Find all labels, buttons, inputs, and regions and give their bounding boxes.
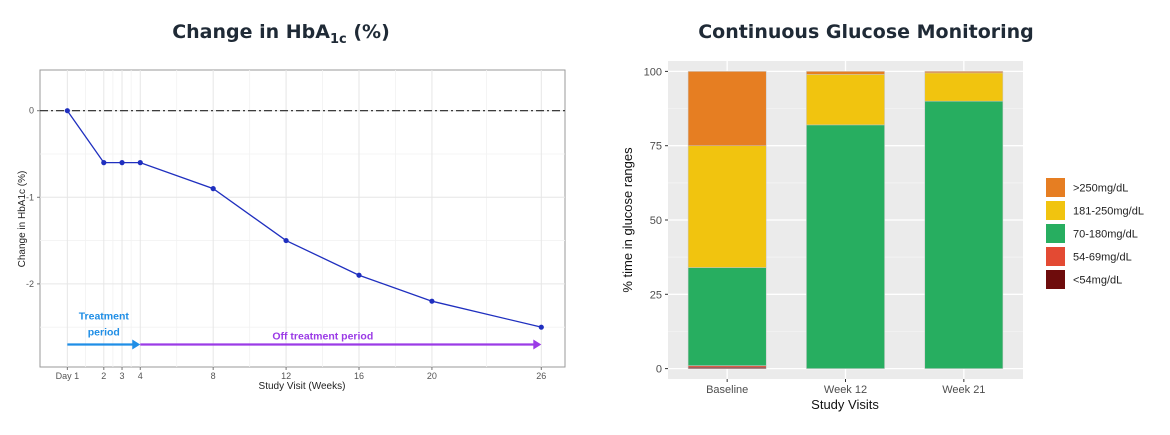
y-tick-label: 100	[644, 66, 662, 78]
x-tick-label: 4	[138, 371, 143, 381]
cgm-x-axis-label: Study Visits	[811, 397, 879, 412]
legend-label: 70-180mg/dL	[1073, 229, 1138, 241]
off-treatment-period-arrowhead	[533, 339, 542, 350]
hba1c-point	[429, 298, 435, 304]
x-tick-label: 8	[211, 371, 216, 381]
hba1c-chart: Change in HbA1c (%) Day 1 2 3 4 8 12 16 20 26 0 -…	[17, 21, 566, 392]
bar-segment	[687, 267, 767, 366]
bar-segment	[924, 72, 1004, 102]
hba1c-point	[210, 186, 216, 192]
y-tick-label: 75	[650, 141, 662, 153]
bar-segment	[687, 145, 767, 268]
legend-swatch	[1046, 178, 1065, 197]
x-tick-label: 2	[101, 371, 106, 381]
cgm-x-ticks: Baseline Week 12 Week 21	[706, 379, 985, 396]
x-tick-label: Week 12	[824, 384, 867, 396]
y-tick-label: -1	[26, 192, 34, 202]
hba1c-point	[101, 160, 107, 166]
hba1c-annotations: Treatment period Off treatment period	[67, 310, 542, 350]
hba1c-point	[137, 160, 143, 166]
x-tick-label: 20	[427, 371, 437, 381]
x-tick-label: 12	[281, 371, 291, 381]
hba1c-point	[356, 272, 362, 278]
legend-swatch	[1046, 247, 1065, 266]
legend-swatch	[1046, 270, 1065, 289]
hba1c-chart-title: Change in HbA1c (%)	[172, 21, 390, 47]
legend-label: <54mg/dL	[1073, 275, 1122, 287]
cgm-y-axis-label: % time in glucose ranges	[620, 147, 635, 293]
hba1c-x-axis-label: Study Visit (Weeks)	[259, 381, 346, 392]
legend-label: >250mg/dL	[1073, 183, 1128, 195]
hba1c-y-ticks: 0 -1 -2	[26, 106, 40, 289]
x-tick-label: 26	[536, 371, 546, 381]
legend-label: 181-250mg/dL	[1073, 206, 1144, 218]
hba1c-y-axis-label: Change in HbA1c (%)	[17, 171, 28, 268]
legend-swatch	[1046, 201, 1065, 220]
bar-segment	[687, 71, 767, 146]
x-tick-label: Day 1	[56, 371, 80, 381]
hba1c-point	[119, 160, 125, 166]
cgm-legend: >250mg/dL 181-250mg/dL 70-180mg/dL 54-69mg/…	[1046, 178, 1144, 289]
hba1c-point	[538, 324, 544, 330]
cgm-chart: Continuous Glucose Monitoring Baseline We…	[620, 21, 1144, 412]
x-tick-label: Baseline	[706, 384, 748, 396]
x-tick-label: Week 21	[942, 384, 985, 396]
treatment-period-label-line2: period	[88, 326, 120, 338]
bar-segment	[806, 124, 885, 369]
hba1c-point	[64, 108, 70, 114]
y-tick-label: -2	[26, 279, 34, 289]
y-tick-label: 0	[29, 106, 34, 116]
cgm-y-ticks: 0 25 50 75 100	[644, 66, 668, 376]
cgm-chart-title: Continuous Glucose Monitoring	[698, 21, 1034, 43]
hba1c-x-ticks: Day 1 2 3 4 8 12 16 20 26	[56, 367, 546, 381]
legend-label: 54-69mg/dL	[1073, 252, 1132, 264]
bar-segment	[924, 100, 1004, 369]
y-tick-label: 50	[650, 215, 662, 227]
bar-segment	[806, 74, 885, 126]
bar-segment	[924, 71, 1004, 74]
y-tick-label: 0	[656, 364, 662, 376]
off-treatment-period-label: Off treatment period	[272, 330, 373, 342]
cgm-bars	[687, 71, 1004, 369]
y-tick-label: 25	[650, 289, 662, 301]
x-tick-label: 3	[120, 371, 125, 381]
bar-segment	[806, 71, 885, 75]
hba1c-plot-panel	[39, 69, 566, 368]
treatment-period-arrowhead	[132, 339, 141, 350]
hba1c-point	[283, 237, 289, 244]
treatment-period-label-line1: Treatment	[79, 310, 130, 322]
legend-swatch	[1046, 224, 1065, 243]
hba1c-points	[64, 108, 544, 330]
x-tick-label: 16	[354, 371, 364, 381]
